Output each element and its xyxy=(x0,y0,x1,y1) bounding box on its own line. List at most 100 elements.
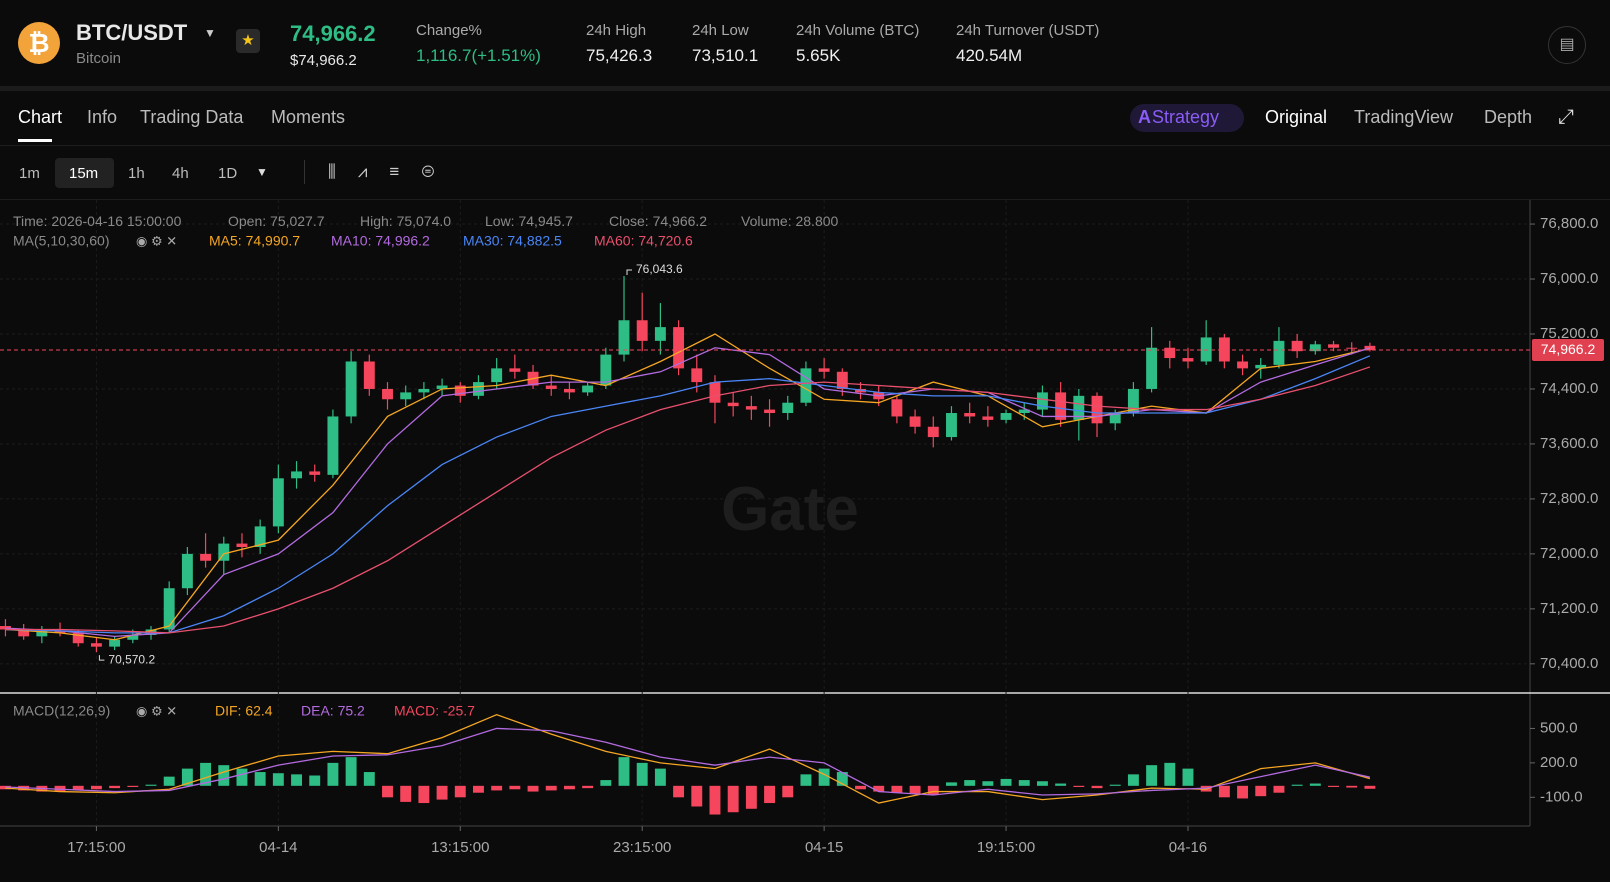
divider xyxy=(0,86,1610,91)
separator xyxy=(304,160,305,184)
legend-entry: MA30: 74,882.5 xyxy=(463,233,562,249)
legend-entry: MA60: 74,720.6 xyxy=(594,233,693,249)
macd-bar xyxy=(618,757,630,786)
x-tick-label: 04-16 xyxy=(1169,839,1207,856)
macd-bar xyxy=(654,768,666,786)
view-tab[interactable]: TradingView xyxy=(1354,107,1454,127)
coin-icon: ₿ xyxy=(18,22,60,64)
macd-bar xyxy=(1273,785,1285,793)
view-tab[interactable]: Depth xyxy=(1484,107,1533,127)
macd-bar xyxy=(400,785,412,802)
last-price-tag xyxy=(1532,339,1604,362)
macd-bar xyxy=(855,785,866,790)
stat-value: 1,116.7(+1.51%) xyxy=(416,46,541,65)
view-tab[interactable]: Original xyxy=(1265,107,1328,127)
stat-label: 24h Volume (BTC) xyxy=(796,22,920,39)
macd-bar xyxy=(327,762,339,786)
tool-icons[interactable]: ⫼⩘≡⊜ xyxy=(328,162,457,181)
candle-body xyxy=(782,402,794,414)
indicator-name: MA(5,10,30,60) xyxy=(13,233,110,249)
macd-bar xyxy=(673,785,685,798)
macd-bar xyxy=(1073,785,1085,787)
divider xyxy=(0,199,1610,200)
candle-body xyxy=(745,406,757,410)
y-tick-label: 71,200.0 xyxy=(1540,600,1598,617)
macd-bar xyxy=(1109,784,1121,786)
macd-bar xyxy=(491,785,503,791)
macd-bar xyxy=(563,785,575,790)
interval[interactable]: 1D xyxy=(218,165,238,182)
macd-bar xyxy=(436,785,448,800)
candle-body xyxy=(291,471,302,479)
macd-bar xyxy=(272,773,284,786)
coin-name: Bitcoin xyxy=(76,50,122,67)
candle-body xyxy=(1091,395,1103,424)
macd-bar xyxy=(254,772,266,786)
candle-body xyxy=(36,630,48,637)
tab[interactable]: Info xyxy=(87,107,118,127)
x-tick-label: 04-14 xyxy=(259,839,297,856)
ai-icon: A xyxy=(1138,107,1151,127)
macd-bar xyxy=(200,762,212,786)
x-tick-label: 13:15:00 xyxy=(431,839,489,856)
tab[interactable]: Moments xyxy=(271,107,346,127)
interval[interactable]: 15m xyxy=(69,165,99,182)
favorite[interactable]: ★ xyxy=(236,29,260,53)
candle-body xyxy=(1164,347,1176,359)
stat-value: 75,426.3 xyxy=(586,46,653,65)
macd-bar xyxy=(836,772,848,786)
macd-bar xyxy=(909,785,921,794)
tab[interactable]: Trading Data xyxy=(140,107,244,127)
fullscreen[interactable]: ⤢ xyxy=(1558,106,1574,128)
indicator-icons: ◉ ⚙ ✕ xyxy=(136,703,177,718)
macd-bar xyxy=(454,785,466,798)
candle-body xyxy=(691,368,703,383)
candle-body xyxy=(1000,413,1012,420)
price-extreme: 70,570.2 xyxy=(108,652,155,666)
candle-body xyxy=(109,639,121,647)
candle-body xyxy=(927,426,939,438)
candle-body xyxy=(127,634,139,640)
ohlc-info: High: 75,074.0 xyxy=(360,213,452,229)
candle-body xyxy=(891,399,903,417)
macd-bar xyxy=(54,785,66,791)
stat-label: Change% xyxy=(416,22,482,39)
legend-entry: MACD: -25.7 xyxy=(394,703,475,719)
macd-bar xyxy=(800,774,812,786)
ma-line xyxy=(5,355,1371,634)
tab[interactable]: Chart xyxy=(18,107,63,127)
macd-bar xyxy=(1018,780,1030,786)
stat-label: 24h Low xyxy=(692,22,749,39)
candle-body xyxy=(1200,337,1212,362)
macd-bar xyxy=(72,785,84,791)
macd-bar xyxy=(291,774,302,786)
candle-body xyxy=(1073,395,1085,420)
candle-body xyxy=(309,471,321,475)
macd-bar xyxy=(745,785,757,809)
indicator-name: MACD(12,26,9) xyxy=(13,703,110,719)
interval[interactable]: 1m xyxy=(19,165,40,182)
macd-bar xyxy=(727,785,739,813)
y-tick-label: 76,800.0 xyxy=(1540,215,1598,232)
macd-bar xyxy=(1346,785,1358,788)
macd-bar xyxy=(927,785,939,796)
candle-body xyxy=(1309,344,1321,352)
macd-bar xyxy=(181,768,193,786)
pair-dropdown[interactable]: ▼ xyxy=(204,26,216,40)
candle-body xyxy=(0,626,11,630)
book-icon[interactable]: ▤ xyxy=(1548,26,1586,64)
interval[interactable]: 4h xyxy=(172,165,189,182)
candle-body xyxy=(454,385,466,396)
candle-body xyxy=(818,368,830,372)
macd-bar xyxy=(1309,783,1321,786)
candle-body xyxy=(654,327,666,341)
candle-body xyxy=(473,382,484,396)
view-tab[interactable]: Strategy xyxy=(1152,107,1220,127)
interval[interactable]: 1h xyxy=(128,165,145,182)
last-price-label: 74,966.2 xyxy=(1541,341,1596,357)
pair[interactable]: BTC/USDT xyxy=(76,20,188,45)
interval-dropdown[interactable]: ▼ xyxy=(256,165,268,179)
candle-body xyxy=(1273,340,1285,365)
ohlc-info: Volume: 28.800 xyxy=(741,213,839,229)
